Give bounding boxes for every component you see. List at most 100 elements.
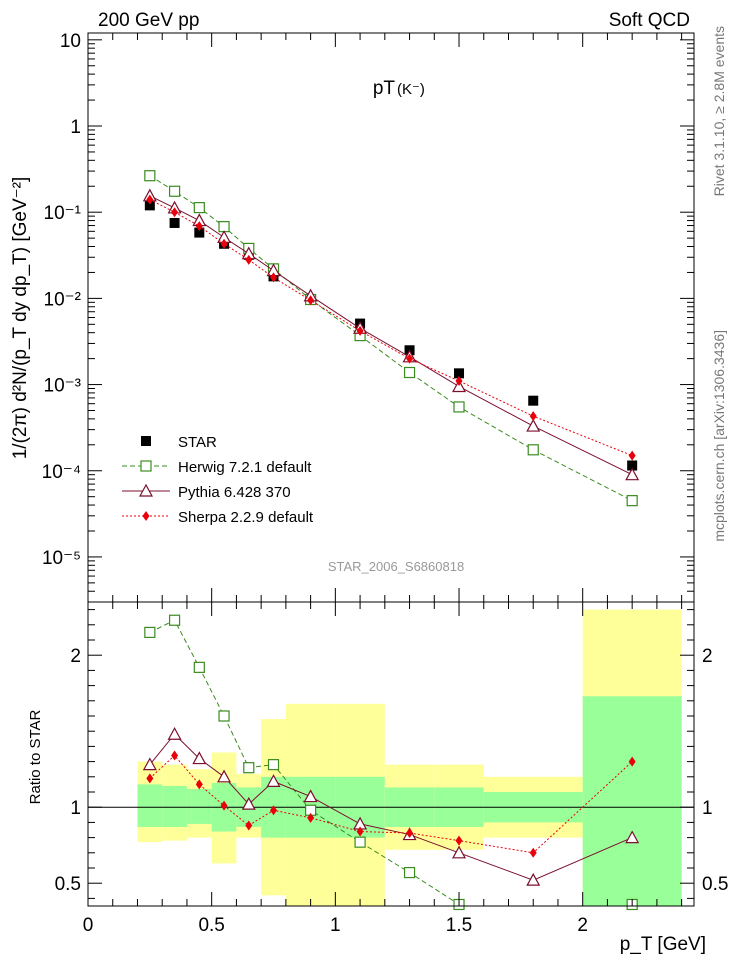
top-data-point-3	[307, 295, 315, 306]
ratio-data-point-2	[307, 812, 315, 823]
top-data-point-3	[171, 207, 179, 218]
top-data-point-0	[454, 368, 465, 379]
top-y-tick-label: 10⁻¹	[44, 203, 82, 224]
top-data-point-2	[625, 467, 640, 481]
top-y-tick-label: 10	[60, 31, 81, 52]
ratio-data-point-0	[144, 626, 156, 639]
energy-label: 200 GeV pp	[98, 10, 199, 31]
uncertainty-band-inner	[186, 788, 212, 824]
process-label: Soft QCD	[609, 10, 690, 31]
x-tick-label: 0.5	[198, 915, 224, 936]
ratio-data-point-0	[403, 866, 416, 879]
ratio-data-point-2	[146, 773, 154, 784]
ratio-data-point-1	[142, 757, 157, 771]
ratio-data-point-1	[266, 774, 281, 787]
top-data-point-0	[627, 460, 638, 471]
top-data-point-1	[193, 202, 205, 214]
top-y-axis-title-text: 1/(2π) d²N/(p_T dy dp_T) [GeV⁻²]	[10, 177, 31, 460]
ratio-data-point-1	[526, 872, 541, 886]
ratio-data-point-0	[354, 836, 366, 848]
legend-label-0: STAR	[178, 434, 217, 451]
top-data-point-1	[168, 185, 181, 197]
ratio-y-tick-label-right: 2	[702, 646, 713, 667]
top-data-point-1	[144, 170, 156, 182]
top-data-point-1	[626, 495, 638, 507]
ratio-data-point-2	[356, 826, 364, 837]
top-data-point-3	[529, 411, 537, 422]
analysis-id-watermark: STAR_2006_S6860818	[328, 559, 464, 574]
top-data-point-3	[220, 238, 228, 249]
ratio-y-tick-label-right: 1	[702, 798, 713, 819]
plot-title-particle: (K⁻)	[397, 81, 425, 98]
bottom-plot-frame	[87, 601, 695, 907]
ratio-data-point-2	[529, 847, 537, 858]
x-tick-label: 0	[83, 915, 94, 936]
legend-marker-1	[140, 460, 152, 472]
top-data-point-0	[144, 200, 155, 211]
mcplots-label: mcplots.cern.ch [arXiv:1306.3436]	[711, 330, 727, 542]
top-y-tick-label: 10⁻⁴	[42, 462, 81, 483]
top-data-point-3	[245, 254, 253, 265]
bottom-y-axis-title: Ratio to STAR	[27, 709, 44, 804]
top-data-point-3	[628, 450, 636, 461]
ratio-y-tick-label-left: 2	[70, 646, 81, 667]
ratio-y-tick-label-left: 1	[70, 798, 81, 819]
legend-marker-0	[141, 436, 151, 446]
x-tick-label: 2	[577, 915, 588, 936]
x-tick-label: 1.5	[446, 915, 472, 936]
ratio-series-line-1	[149, 733, 633, 881]
ratio-data-point-2	[628, 756, 636, 767]
ratio-data-point-0	[193, 661, 205, 673]
ratio-data-point-2	[455, 835, 463, 846]
top-data-point-1	[453, 401, 465, 413]
rivet-version-label: Rivet 3.1.10, ≥ 2.8M events	[711, 26, 727, 196]
ratio-data-point-2	[406, 828, 414, 839]
ratio-data-point-2	[195, 779, 203, 790]
uncertainty-band-inner	[582, 696, 682, 906]
top-data-point-3	[195, 221, 203, 232]
ratio-data-point-2	[245, 820, 253, 831]
ratio-data-point-2	[171, 750, 179, 761]
ratio-data-point-1	[452, 845, 467, 859]
top-data-point-0	[528, 395, 539, 406]
ratio-data-point-0	[267, 759, 280, 771]
top-data-point-3	[356, 325, 364, 336]
uncertainty-band-inner	[137, 784, 163, 827]
top-data-point-0	[169, 217, 180, 228]
top-data-point-1	[218, 221, 230, 233]
ratio-data-point-0	[168, 614, 181, 626]
legend-marker-3	[142, 511, 150, 521]
ratio-data-point-1	[192, 751, 207, 765]
top-data-point-1	[403, 366, 416, 379]
ratio-data-point-1	[167, 726, 182, 740]
top-y-tick-label: 10⁻²	[44, 289, 82, 310]
ratio-data-point-2	[270, 805, 278, 816]
ratio-data-point-1	[241, 796, 256, 810]
top-series-line-1	[149, 175, 633, 502]
ratio-y-tick-label-right: 0.5	[702, 874, 728, 895]
legend-label-1: Herwig 7.2.1 default	[178, 459, 312, 476]
top-data-point-2	[526, 418, 541, 432]
ratio-series-line-0	[149, 619, 460, 905]
top-data-point-0	[194, 227, 205, 238]
top-y-tick-label: 10⁻⁵	[42, 548, 81, 569]
ratio-series-line-2	[149, 754, 633, 854]
plot-title-main: pT	[373, 78, 396, 99]
top-y-axis-title: 1/(2π) d²N/(p_T dy dp_T) [GeV⁻²]	[10, 177, 31, 460]
ratio-data-point-1	[217, 769, 232, 783]
ratio-data-point-0	[218, 710, 230, 722]
legend-label-2: Pythia 6.428 370	[178, 484, 291, 501]
x-axis-title: p_T [GeV]	[620, 934, 706, 955]
ratio-data-point-1	[625, 830, 640, 844]
ratio-y-tick-label-left: 0.5	[55, 874, 81, 895]
legend-label-3: Sherpa 2.2.9 default	[178, 509, 314, 526]
top-series-line-3	[149, 199, 633, 457]
x-tick-label: 1	[330, 915, 341, 936]
top-data-point-3	[270, 272, 278, 283]
top-data-point-3	[146, 194, 154, 205]
uncertainty-band-inner	[162, 785, 187, 827]
top-series-line-2	[149, 195, 633, 476]
bottom-y-axis-title-text: Ratio to STAR	[27, 709, 44, 804]
